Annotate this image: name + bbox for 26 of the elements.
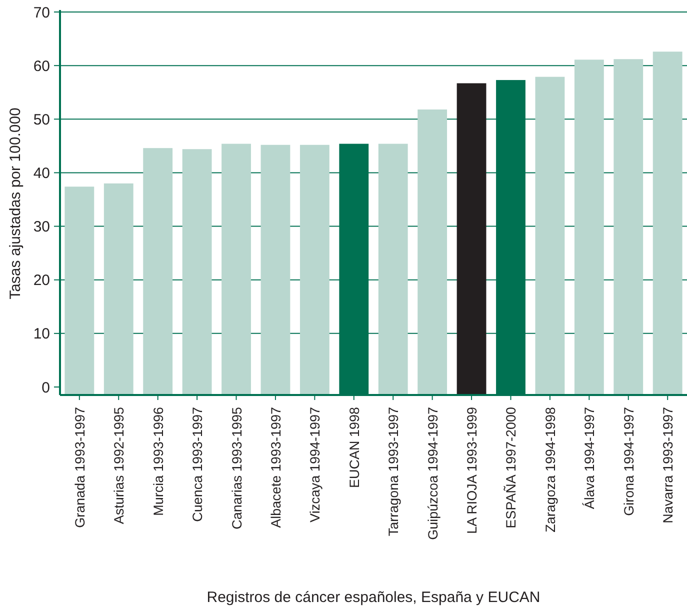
x-tick-label: Álava 1994-1997 <box>582 407 598 510</box>
x-tick-label: Zaragoza 1994-1998 <box>542 407 558 532</box>
x-tick-label: Canarias 1993-1995 <box>229 407 244 530</box>
x-tick-label: Navarra 1993-1997 <box>660 407 676 524</box>
y-tick-label: 10 <box>33 326 50 343</box>
x-tick-label: Tarragona 1993-1997 <box>386 407 402 536</box>
x-tick-label: EUCAN 1998 <box>346 407 362 488</box>
y-tick-label: 40 <box>33 164 50 182</box>
x-tick-label: Granada 1993-1997 <box>72 407 88 528</box>
x-tick-label: ESPAÑA 1997-2000 <box>504 407 519 528</box>
x-tick-label: Murcia 1993-1996 <box>150 407 166 516</box>
x-axis-title: Registros de cáncer españoles, España y EUCAN <box>206 589 540 606</box>
y-tick-label: 60 <box>33 58 50 75</box>
x-tick-label: Girona 1994-1997 <box>621 407 636 516</box>
x-tick-label: Cuenca 1993-1997 <box>190 407 206 522</box>
y-tick-label: 50 <box>33 111 50 128</box>
y-tick-label: 70 <box>33 4 50 22</box>
y-tick-label: 0 <box>42 379 50 396</box>
y-tick-label: 30 <box>33 218 50 236</box>
x-tick-label: Vizcaya 1994-1997 <box>308 407 323 522</box>
x-tick-label: Guipúzcoa 1994-1997 <box>425 407 440 540</box>
y-axis-title: Tasas ajustadas por 100.000 <box>7 108 24 300</box>
x-tick-label: Asturias 1992-1995 <box>112 407 127 524</box>
x-tick-label: LA RIOJA 1993-1999 <box>464 407 480 534</box>
x-tick-label: Albacete 1993-1997 <box>268 407 284 528</box>
y-tick-label: 20 <box>33 272 50 290</box>
